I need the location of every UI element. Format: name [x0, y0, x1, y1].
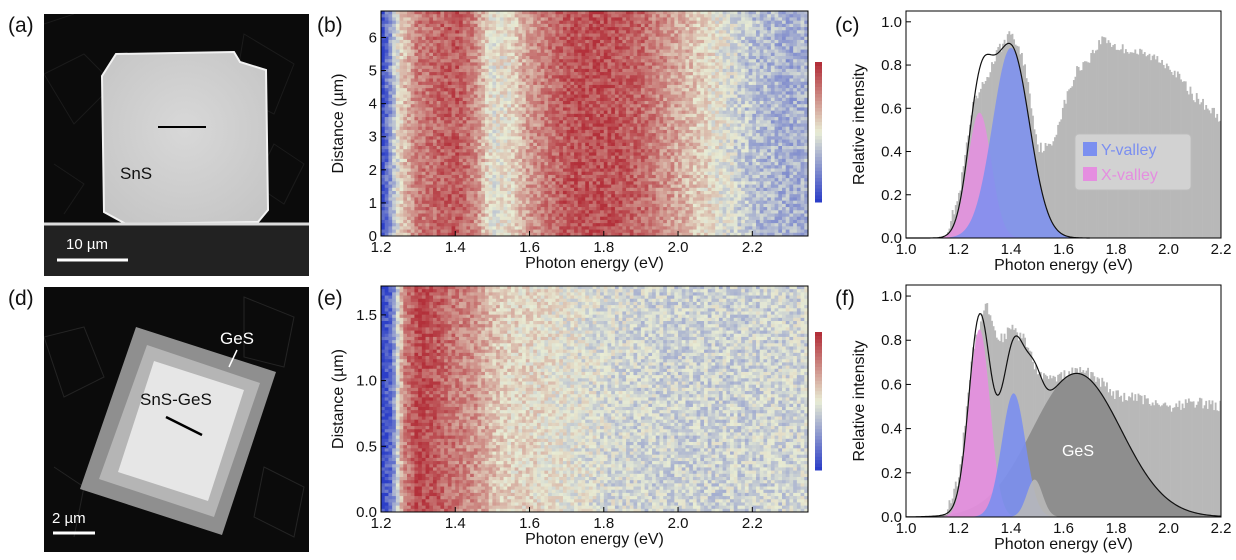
f-xtick-label: 1.4 [1001, 520, 1022, 537]
panel-label-f: (f) [835, 287, 855, 310]
sem-image-sns-ges: GeS SnS-GeS 2 µm [44, 287, 309, 552]
f-spectrum-data [946, 303, 1222, 517]
f-xtick-label: 1.2 [948, 520, 969, 537]
b-ytick-label: 0 [369, 228, 377, 245]
f-ytick-label: 0.2 [881, 465, 902, 482]
b-ytick-label: 2 [369, 162, 377, 179]
e-ytick-label: 0.5 [356, 438, 377, 455]
b-xtick-label: 2.2 [742, 239, 763, 256]
f-ytick-label: 0.8 [881, 332, 902, 349]
b-ytick-label: 6 [369, 29, 377, 46]
f-ytick-label: 0.0 [881, 509, 902, 526]
f-xtick-label: 1.0 [896, 520, 917, 537]
b-ytick-label: 5 [369, 63, 377, 80]
e-xtick-label: 1.8 [593, 515, 614, 532]
panel-label-d: (d) [8, 287, 34, 310]
f-peak-1-component [906, 329, 1221, 517]
b-ytick-label: 1 [369, 195, 377, 212]
f-ytick-label: 0.4 [881, 421, 902, 438]
e-xtick-label: 2.2 [742, 515, 763, 532]
b-xtick-label: 1.8 [593, 239, 614, 256]
f-xtick-label: 1.8 [1106, 520, 1127, 537]
e-ylabel: Distance (µm) [330, 349, 347, 449]
e-xtick-label: 1.2 [371, 515, 392, 532]
f-xtick-label: 2.2 [1211, 520, 1232, 537]
f-xtick-label: 1.6 [1053, 520, 1074, 537]
f-ges-component [906, 373, 1221, 517]
b-heatmap-cells [381, 11, 809, 237]
f-peak-2-component [906, 393, 1221, 517]
b-xlabel: Photon energy (eV) [525, 255, 664, 272]
f-xlabel: Photon energy (eV) [994, 536, 1133, 553]
panel-label-e: (e) [317, 287, 343, 310]
b-xtick-label: 1.6 [519, 239, 540, 256]
f-peak-3-component [906, 479, 1221, 517]
f-ytick-label: 0.6 [881, 376, 902, 393]
b-ytick-label: 4 [369, 96, 377, 113]
e-ytick-label: 0.0 [356, 504, 377, 521]
sem-label-sns-ges: SnS-GeS [140, 390, 212, 409]
e-colorbar [815, 332, 822, 471]
scalebar-label-d: 2 µm [52, 510, 86, 527]
b-ytick-label: 3 [369, 129, 377, 146]
f-ytick-label: 1.0 [881, 288, 902, 305]
b-ylabel: Distance (µm) [330, 74, 347, 174]
sem-label-ges: GeS [220, 329, 255, 348]
f-ges-annotation: GeS [1062, 443, 1094, 460]
f-xtick-label: 2.0 [1158, 520, 1179, 537]
b-xtick-label: 1.4 [445, 239, 466, 256]
e-xtick-label: 2.0 [668, 515, 689, 532]
e-ytick-label: 1.0 [356, 373, 377, 390]
f-fit-envelope [905, 313, 1222, 518]
e-frame [380, 285, 809, 513]
e-xlabel: Photon energy (eV) [525, 531, 664, 548]
b-xtick-label: 2.0 [668, 239, 689, 256]
e-heatmap-cells [381, 286, 809, 513]
f-ylabel: Relative intensity [851, 341, 868, 462]
e-xtick-label: 1.6 [519, 515, 540, 532]
e-ytick-label: 1.5 [356, 307, 377, 324]
b-colorbar [815, 62, 822, 203]
e-xtick-label: 1.4 [445, 515, 466, 532]
f-frame [905, 284, 1222, 518]
